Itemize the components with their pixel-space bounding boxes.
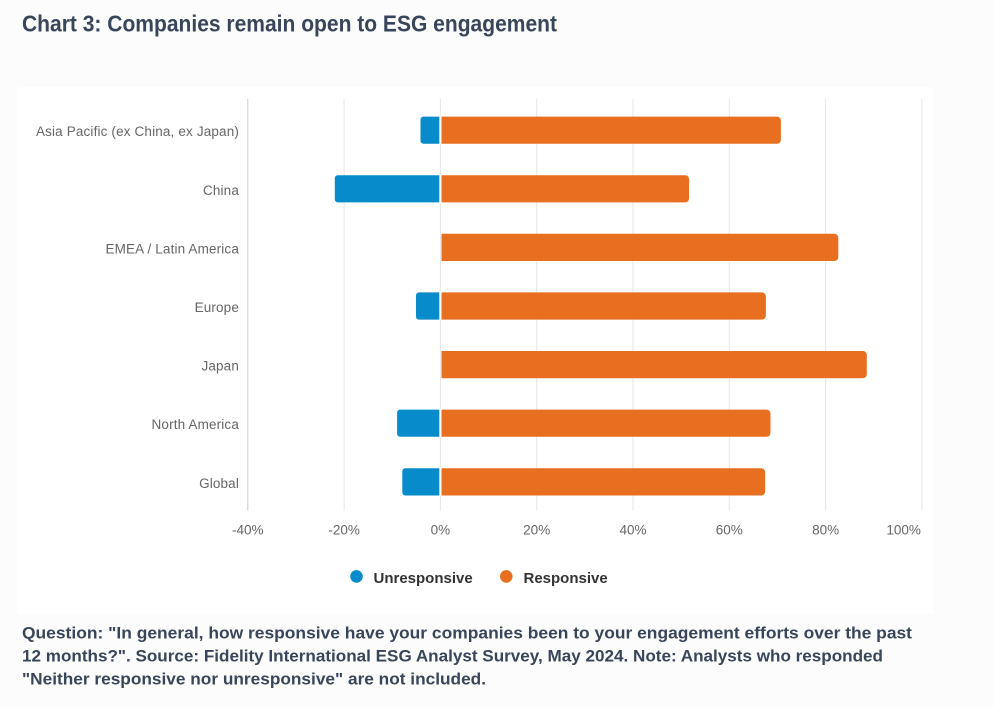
svg-text:100%: 100%	[886, 523, 921, 538]
svg-text:Japan: Japan	[201, 359, 239, 374]
svg-text:EMEA / Latin America: EMEA / Latin America	[105, 241, 239, 256]
svg-text:North America: North America	[152, 417, 240, 432]
svg-text:Question: "In general, how res: Question: "In general, how responsive ha…	[22, 624, 912, 643]
svg-text:Asia Pacific (ex China, ex Jap: Asia Pacific (ex China, ex Japan)	[36, 124, 239, 139]
svg-text:60%: 60%	[716, 523, 743, 538]
svg-text:0%: 0%	[431, 523, 451, 538]
svg-text:Europe: Europe	[195, 300, 239, 315]
svg-text:-40%: -40%	[232, 523, 264, 538]
svg-text:Chart 3: Companies remain open: Chart 3: Companies remain open to ESG en…	[22, 11, 557, 37]
svg-text:80%: 80%	[812, 523, 839, 538]
svg-text:Unresponsive: Unresponsive	[374, 570, 473, 587]
svg-text:"Neither responsive nor unresp: "Neither responsive nor unresponsive" ar…	[22, 670, 486, 689]
svg-text:China: China	[203, 183, 239, 198]
svg-text:12 months?". Source: Fidelity: 12 months?". Source: Fidelity Internatio…	[22, 647, 883, 666]
svg-text:-20%: -20%	[328, 523, 360, 538]
svg-text:Responsive: Responsive	[524, 570, 608, 587]
svg-text:40%: 40%	[619, 523, 646, 538]
svg-text:20%: 20%	[523, 523, 550, 538]
svg-text:Global: Global	[199, 476, 239, 491]
